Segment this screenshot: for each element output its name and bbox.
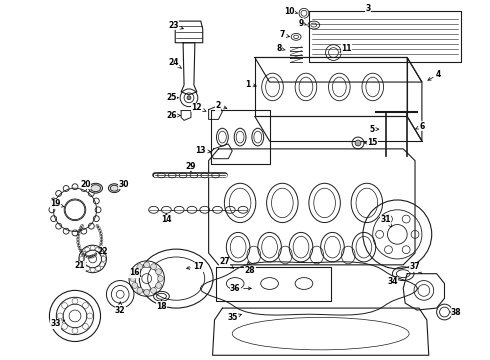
Text: 28: 28: [245, 262, 255, 275]
Text: 31: 31: [380, 215, 392, 227]
Text: 29: 29: [186, 162, 196, 172]
Circle shape: [144, 289, 149, 295]
Circle shape: [132, 283, 138, 288]
Text: 27: 27: [219, 257, 234, 268]
Text: 37: 37: [410, 262, 422, 274]
Text: 25: 25: [166, 93, 178, 102]
Text: 13: 13: [196, 147, 211, 156]
Circle shape: [355, 140, 361, 146]
Text: 30: 30: [119, 180, 129, 189]
Text: 3: 3: [365, 4, 370, 13]
Circle shape: [157, 276, 164, 282]
Text: 35: 35: [227, 314, 242, 323]
Ellipse shape: [108, 184, 120, 193]
Text: 10: 10: [284, 7, 297, 16]
Circle shape: [156, 283, 162, 288]
Circle shape: [156, 269, 162, 275]
Ellipse shape: [89, 183, 102, 193]
Text: 38: 38: [451, 307, 462, 316]
Circle shape: [150, 264, 156, 270]
Circle shape: [137, 264, 143, 270]
Text: 36: 36: [230, 284, 251, 293]
Text: 32: 32: [115, 302, 125, 315]
Text: 19: 19: [50, 199, 64, 208]
Text: 5: 5: [369, 125, 379, 134]
Text: 16: 16: [129, 268, 141, 277]
Circle shape: [137, 288, 143, 293]
Text: 33: 33: [50, 319, 64, 328]
Text: 14: 14: [161, 213, 172, 224]
Text: 6: 6: [416, 122, 424, 131]
Circle shape: [132, 269, 138, 275]
Text: 23: 23: [168, 21, 183, 30]
Text: 11: 11: [340, 44, 351, 53]
Text: 1: 1: [245, 80, 256, 89]
Text: 8: 8: [277, 44, 285, 53]
Text: 17: 17: [187, 262, 204, 271]
Text: 20: 20: [80, 180, 91, 189]
Text: 24: 24: [168, 58, 181, 68]
Circle shape: [187, 96, 191, 100]
Text: 26: 26: [166, 111, 180, 120]
Text: 22: 22: [97, 247, 108, 256]
Text: 12: 12: [192, 103, 206, 112]
Text: 4: 4: [428, 70, 441, 80]
Text: 21: 21: [74, 261, 86, 270]
Text: 18: 18: [156, 300, 167, 311]
Circle shape: [130, 276, 136, 282]
Text: 9: 9: [298, 19, 307, 28]
Circle shape: [144, 262, 149, 268]
Text: 15: 15: [365, 139, 378, 148]
Text: 34: 34: [387, 276, 398, 286]
Text: 7: 7: [280, 30, 290, 39]
Circle shape: [150, 288, 156, 293]
Text: 2: 2: [216, 101, 227, 110]
